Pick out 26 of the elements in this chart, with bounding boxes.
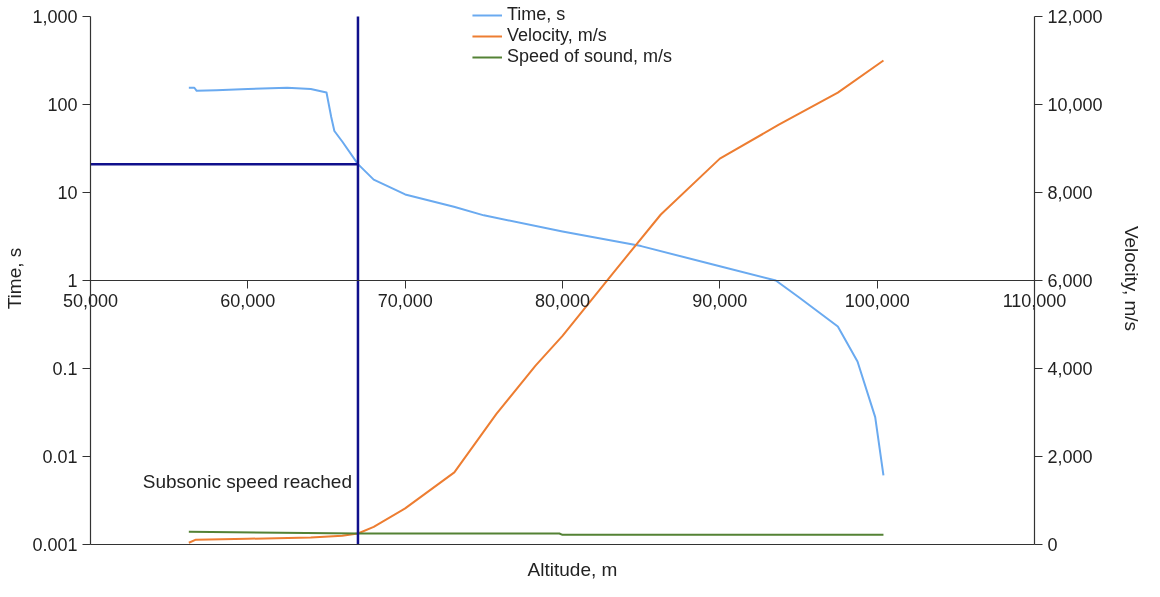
y2-tick-label: 8,000	[1047, 183, 1093, 203]
y2-tick-label: 10,000	[1047, 95, 1103, 115]
x-tick-label: 100,000	[844, 290, 910, 311]
y-tick-label: 0.01	[42, 447, 78, 467]
legend-label: Time, s	[506, 4, 566, 25]
y-tick-label: 10	[57, 183, 78, 203]
y2-tick-label: 12,000	[1047, 7, 1103, 27]
y2-axis-title: Velocity, m/s	[1120, 225, 1142, 332]
y2-tick-label: 0	[1047, 535, 1058, 555]
y2-tick-label: 2,000	[1047, 447, 1093, 467]
y-tick-label: 0.001	[32, 535, 78, 555]
y2-tick-label: 4,000	[1047, 359, 1093, 379]
y-tick-label: 1,000	[32, 7, 78, 27]
x-axis-title: Altitude, m	[527, 558, 618, 580]
y2-tick-label: 6,000	[1047, 271, 1093, 291]
legend-label: Speed of sound, m/s	[506, 46, 673, 67]
x-tick-label: 60,000	[220, 290, 276, 311]
x-tick-label: 90,000	[692, 290, 748, 311]
y-tick-label: 1	[67, 271, 78, 291]
annotation: Subsonic speed reached	[142, 470, 352, 492]
y-tick-label: 0.1	[52, 359, 78, 379]
y-axis-title: Time, s	[3, 247, 25, 310]
legend-label: Velocity, m/s	[506, 25, 607, 46]
y-tick-label: 100	[47, 95, 78, 115]
x-tick-label: 80,000	[534, 290, 591, 311]
x-tick-label: 70,000	[377, 290, 433, 311]
